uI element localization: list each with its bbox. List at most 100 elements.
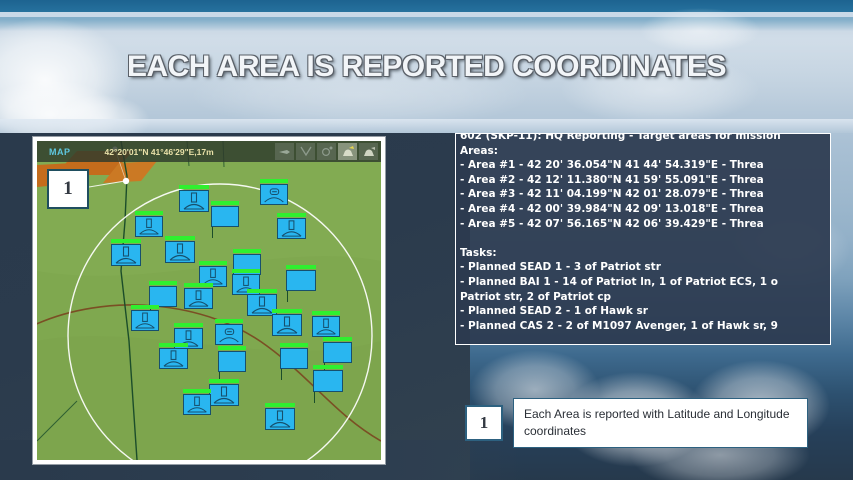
map-marker[interactable] bbox=[280, 343, 308, 380]
map-toolbar: MAP 42°20'01"N 41°46'29"E,17m bbox=[37, 141, 381, 162]
marker-body bbox=[218, 351, 246, 372]
map-marker[interactable] bbox=[209, 379, 239, 406]
marker-body bbox=[286, 270, 316, 291]
marker-flag-top bbox=[233, 249, 261, 253]
map-marker[interactable] bbox=[111, 239, 141, 266]
marker-flag-top bbox=[218, 346, 246, 350]
map-marker[interactable] bbox=[277, 213, 306, 239]
marker-flag-top bbox=[135, 211, 163, 215]
report-line: - Planned SEAD 2 - 1 of Hawk sr bbox=[460, 305, 648, 318]
marker-flag-top bbox=[280, 343, 308, 347]
marker-flag-top bbox=[149, 281, 177, 285]
report-line: Tasks: bbox=[460, 246, 497, 259]
map-viewport[interactable]: 1 MAP 42°20'01"N 41°46'29"E,17m bbox=[37, 141, 381, 460]
hq-report-panel: 602 (SKP-11): HQ Reporting - Target area… bbox=[455, 133, 831, 345]
report-line: - Planned SEAD 1 - 3 of Patriot str bbox=[460, 261, 661, 274]
marker-body bbox=[323, 342, 352, 363]
map-marker[interactable] bbox=[131, 305, 159, 331]
route-icon[interactable] bbox=[296, 143, 315, 160]
marker-radar-glyph bbox=[219, 328, 239, 343]
caption-number: 1 bbox=[465, 405, 503, 441]
marker-flag-top bbox=[183, 389, 211, 393]
marker-body bbox=[149, 286, 177, 307]
circle-node-icon[interactable] bbox=[317, 143, 336, 160]
map-marker[interactable] bbox=[247, 289, 277, 316]
marker-unit-glyph bbox=[276, 316, 298, 334]
map-marker[interactable] bbox=[218, 346, 246, 383]
marker-pole bbox=[314, 392, 315, 403]
marker-flag-top bbox=[312, 311, 340, 315]
page-title: EACH AREA IS REPORTED COORDINATES bbox=[126, 50, 727, 83]
marker-unit-glyph bbox=[316, 318, 336, 335]
marker-unit-glyph bbox=[183, 192, 205, 210]
map-callout-number: 1 bbox=[47, 169, 89, 209]
ruler-icon[interactable] bbox=[275, 143, 294, 160]
report-blank-line bbox=[460, 231, 826, 246]
map-marker[interactable] bbox=[159, 343, 188, 369]
report-line: - Area #2 - 42 12' 11.380"N 41 59' 55.09… bbox=[460, 173, 764, 186]
report-line: - Area #5 - 42 07' 56.165"N 42 06' 39.42… bbox=[460, 217, 764, 230]
marker-pole bbox=[287, 291, 288, 302]
map-marker[interactable] bbox=[211, 201, 239, 238]
marker-flag-top bbox=[184, 283, 213, 287]
marker-flag-top bbox=[272, 309, 302, 313]
radar-dish-icon[interactable] bbox=[338, 143, 357, 160]
marker-flag-top bbox=[165, 236, 195, 240]
map-title-label: MAP bbox=[49, 146, 71, 157]
marker-unit-glyph bbox=[135, 312, 155, 329]
marker-flag-top bbox=[131, 305, 159, 309]
map-marker[interactable] bbox=[313, 365, 343, 403]
marker-flag-top bbox=[159, 343, 188, 347]
marker-flag-top bbox=[265, 403, 295, 407]
map-marker[interactable] bbox=[323, 337, 352, 374]
marker-body bbox=[211, 206, 239, 227]
marker-flag-top bbox=[179, 185, 209, 189]
report-line: Patriot str, 2 of Patriot cp bbox=[460, 290, 612, 303]
marker-flag-top bbox=[199, 261, 227, 265]
map-marker[interactable] bbox=[183, 389, 211, 415]
map-marker[interactable] bbox=[149, 281, 177, 318]
marker-unit-glyph bbox=[269, 410, 291, 428]
marker-flag-top bbox=[323, 337, 352, 341]
marker-unit-glyph bbox=[187, 396, 207, 413]
map-marker[interactable] bbox=[260, 179, 288, 205]
marker-unit-glyph bbox=[163, 350, 184, 367]
marker-body bbox=[280, 348, 308, 369]
map-marker[interactable] bbox=[184, 283, 213, 309]
marker-body bbox=[313, 370, 343, 392]
map-marker[interactable] bbox=[272, 309, 302, 336]
report-line: - Area #3 - 42 11' 04.199"N 42 01' 28.07… bbox=[460, 188, 764, 201]
map-coordinates-readout: 42°20'01"N 41°46'29"E,17m bbox=[104, 146, 214, 157]
marker-unit-glyph bbox=[251, 296, 273, 314]
caption-text: Each Area is reported with Latitude and … bbox=[513, 398, 808, 448]
caption-group: 1 Each Area is reported with Latitude an… bbox=[465, 398, 808, 448]
marker-unit-glyph bbox=[139, 218, 159, 235]
top-accent-stripe bbox=[0, 12, 853, 17]
map-marker[interactable] bbox=[199, 261, 227, 287]
marker-flag-top bbox=[209, 379, 239, 383]
marker-radar-glyph bbox=[264, 188, 284, 203]
report-line: - Area #4 - 42 00' 39.984"N 42 09' 13.01… bbox=[460, 202, 764, 215]
map-marker[interactable] bbox=[135, 211, 163, 237]
report-line: - Planned CAS 2 - 2 of M1097 Avenger, 1 … bbox=[460, 319, 778, 332]
map-marker[interactable] bbox=[265, 403, 295, 430]
map-tool-buttons bbox=[275, 143, 381, 160]
map-marker[interactable] bbox=[215, 319, 243, 345]
report-line: Areas: bbox=[460, 144, 498, 157]
map-marker[interactable] bbox=[312, 311, 340, 337]
map-marker[interactable] bbox=[174, 323, 203, 349]
map-marker[interactable] bbox=[179, 185, 209, 212]
map-marker[interactable] bbox=[286, 265, 316, 302]
map-marker[interactable] bbox=[165, 236, 195, 263]
map-window: 1 MAP 42°20'01"N 41°46'29"E,17m bbox=[33, 137, 385, 464]
marker-unit-glyph bbox=[281, 220, 302, 237]
marker-flag-top bbox=[260, 179, 288, 183]
marker-unit-glyph bbox=[188, 290, 209, 307]
marker-flag-top bbox=[215, 319, 243, 323]
horizon-band bbox=[0, 119, 853, 133]
marker-flag-top bbox=[232, 269, 260, 273]
radar-dish-alt-icon[interactable] bbox=[359, 143, 378, 160]
report-line: 602 (SKP-11): HQ Reporting - Target area… bbox=[460, 133, 788, 142]
marker-unit-glyph bbox=[115, 246, 137, 264]
report-line: - Area #1 - 42 20' 36.054"N 41 44' 54.31… bbox=[460, 159, 764, 172]
